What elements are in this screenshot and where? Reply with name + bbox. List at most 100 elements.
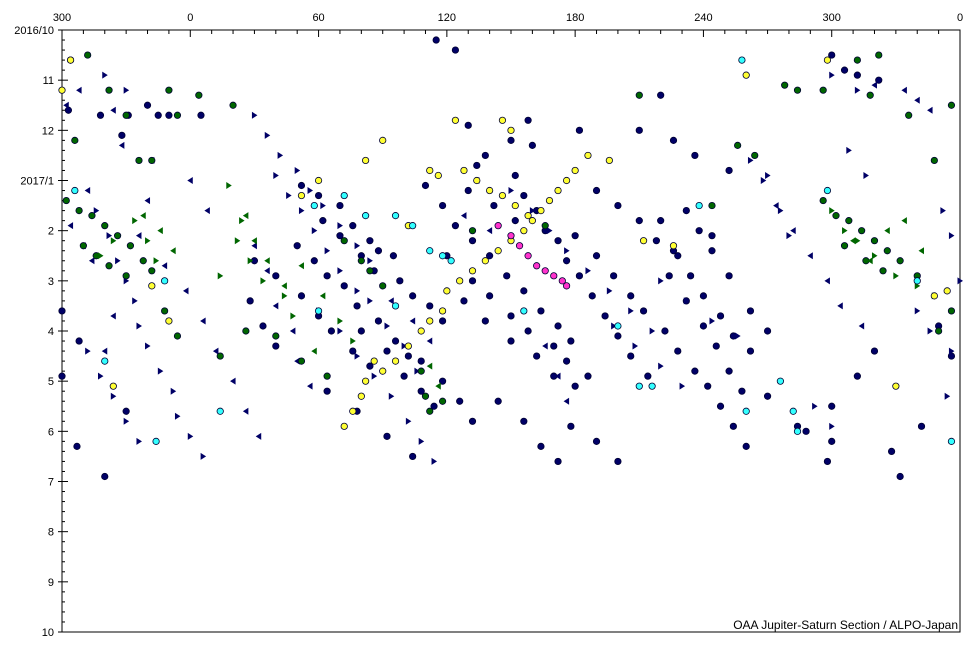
data-point (507, 337, 515, 345)
data-point (62, 196, 70, 205)
data-point (294, 166, 301, 174)
data-point (498, 116, 507, 124)
data-point (438, 317, 447, 325)
data-point (567, 422, 575, 430)
data-point (528, 217, 536, 225)
data-point (170, 387, 177, 395)
data-point (781, 81, 789, 89)
data-point (297, 292, 306, 300)
data-point (354, 287, 361, 295)
data-point (824, 277, 830, 285)
data-point (498, 191, 507, 200)
data-point (563, 397, 570, 405)
data-point (562, 357, 571, 365)
data-point (546, 227, 553, 235)
data-point (468, 417, 477, 425)
data-point (139, 257, 147, 265)
data-point (173, 111, 182, 119)
x-tick-label: 300 (823, 12, 841, 24)
data-point (122, 111, 130, 119)
data-point (853, 56, 861, 64)
data-point (272, 302, 279, 310)
data-point (340, 191, 348, 200)
data-point (708, 247, 716, 255)
data-point (927, 327, 934, 335)
y-tick-label: 3 (48, 276, 54, 288)
data-point (165, 317, 173, 325)
data-point (729, 422, 737, 430)
data-point (658, 277, 664, 285)
data-point (520, 227, 528, 235)
data-point (101, 347, 108, 355)
data-point (734, 141, 742, 149)
data-point (708, 201, 716, 210)
data-point (337, 267, 343, 275)
data-point (366, 362, 374, 370)
data-point (88, 257, 95, 265)
data-point (97, 252, 104, 260)
data-point (122, 407, 130, 415)
data-point (88, 212, 96, 220)
data-point (297, 357, 306, 365)
data-point (297, 181, 306, 190)
data-point (290, 312, 296, 320)
data-point (314, 176, 323, 185)
data-point (691, 151, 699, 160)
data-point (665, 272, 673, 280)
data-point (699, 322, 708, 330)
data-point (426, 166, 434, 175)
data-point (145, 342, 151, 350)
data-point (216, 407, 224, 415)
data-point (584, 372, 592, 380)
data-point (148, 282, 156, 290)
data-point (340, 422, 348, 430)
data-point (242, 407, 249, 415)
data-point (165, 111, 173, 119)
data-point (494, 247, 502, 255)
data-point (601, 312, 609, 320)
data-point (379, 367, 387, 375)
data-point (490, 201, 498, 210)
data-point (884, 227, 890, 235)
data-point (443, 287, 451, 295)
data-point (648, 382, 656, 390)
data-point (405, 417, 412, 425)
data-point (251, 242, 257, 250)
data-point (930, 156, 938, 165)
data-point (102, 71, 108, 79)
y-tick-label: 11 (43, 75, 54, 87)
data-point (264, 257, 270, 265)
data-point (246, 297, 254, 305)
data-point (807, 252, 813, 260)
x-tick-label: 120 (438, 12, 456, 24)
data-point (875, 76, 883, 84)
data-point (165, 86, 173, 94)
data-point (494, 222, 502, 230)
data-point (614, 201, 622, 210)
y-tick-label: 8 (48, 527, 54, 539)
data-point (802, 427, 810, 435)
data-point (842, 227, 848, 235)
data-point (298, 207, 305, 215)
data-point (829, 422, 835, 430)
data-point (892, 382, 900, 390)
data-point (293, 242, 301, 250)
data-point (362, 212, 370, 220)
data-point (319, 217, 327, 225)
data-point (324, 247, 331, 255)
data-point (494, 397, 502, 405)
x-tick-label: 0 (187, 12, 193, 24)
data-point (383, 347, 391, 355)
data-point (738, 387, 746, 395)
data-point (508, 187, 514, 195)
data-point (819, 196, 827, 205)
data-point (763, 327, 772, 335)
data-point (793, 427, 802, 435)
data-point (550, 342, 558, 350)
data-point (632, 342, 639, 350)
data-point (746, 307, 755, 315)
data-point (709, 317, 715, 325)
data-point (396, 277, 404, 285)
data-point (229, 101, 237, 109)
data-point (357, 327, 365, 335)
